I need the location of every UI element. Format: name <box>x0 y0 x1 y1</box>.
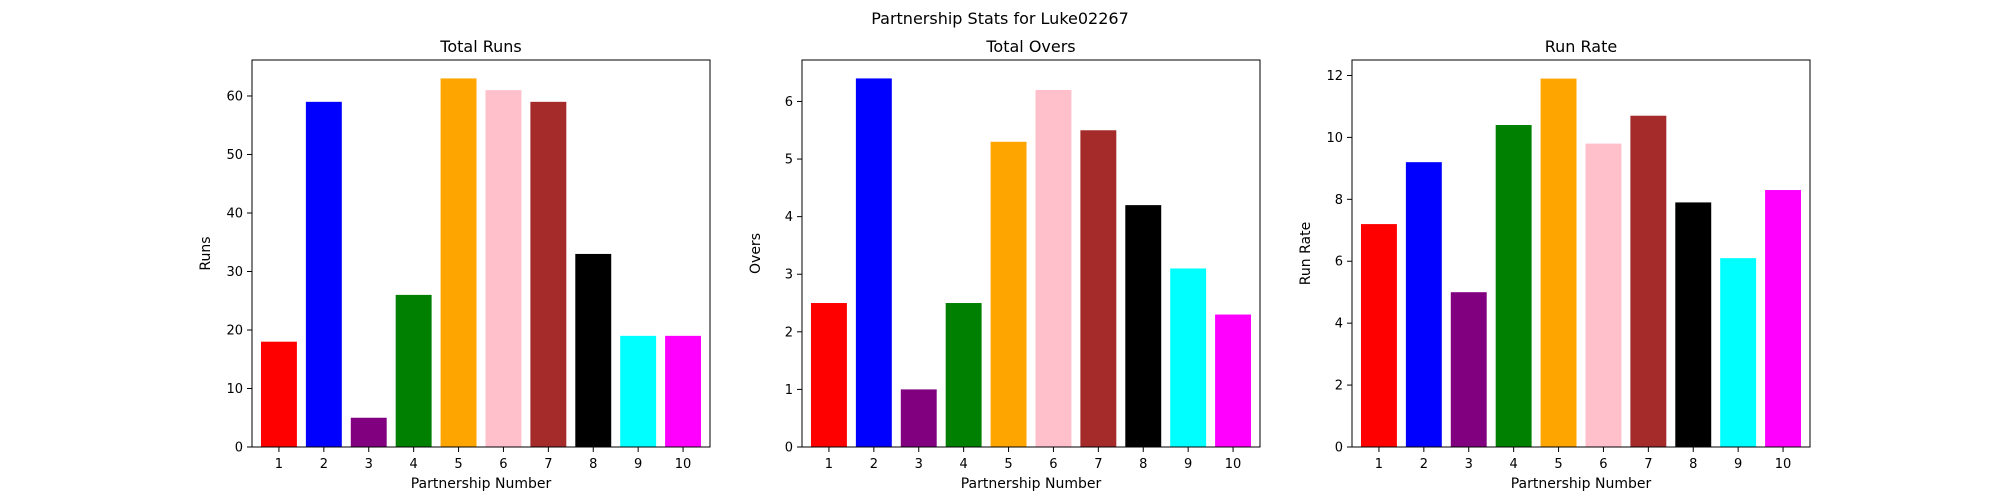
bar-5 <box>440 78 477 447</box>
x-tick-label: 5 <box>1004 457 1012 472</box>
chart-2: 0 1 2 3 4 5 6 1 2 3 4 5 6 7 8 9 10 Total Overs Partnership… <box>748 37 1261 492</box>
y-tick-label: 4 <box>1335 317 1343 332</box>
y-tick-label: 3 <box>785 268 793 283</box>
x-tick-label: 6 <box>499 457 507 472</box>
bar-3 <box>350 417 387 447</box>
y-tick-label: 2 <box>785 325 793 340</box>
bar-7 <box>530 101 567 448</box>
bar-6 <box>485 90 522 448</box>
chart-title: Run Rate <box>1545 37 1617 56</box>
x-tick-label: 3 <box>1465 457 1473 472</box>
bar-8 <box>575 253 612 447</box>
bar-10 <box>1215 314 1252 447</box>
x-tick-label: 1 <box>825 457 833 472</box>
bar-1 <box>260 341 297 447</box>
y-tick-label: 0 <box>1335 441 1343 456</box>
x-tick-label: 1 <box>1375 457 1383 472</box>
x-tick-label: 4 <box>1510 457 1518 472</box>
x-tick-label: 8 <box>1139 457 1147 472</box>
x-tick-label: 4 <box>410 457 418 472</box>
bar-9 <box>1170 268 1207 447</box>
x-tick-label: 7 <box>1644 457 1652 472</box>
x-tick-label: 6 <box>1049 457 1057 472</box>
chart-1: 0 10 20 30 40 50 60 1 2 3 4 5 6 7 8 9 10 Total Runs Partne… <box>198 37 711 492</box>
x-tick-label: 3 <box>365 457 373 472</box>
bar-8 <box>1125 205 1162 447</box>
chart-title: Total Runs <box>439 37 521 56</box>
y-axis-label: Run Rate <box>1298 222 1314 285</box>
y-tick-label: 0 <box>235 441 243 456</box>
bar-1 <box>810 303 847 447</box>
x-tick-label: 1 <box>275 457 283 472</box>
bar-7 <box>1630 115 1667 447</box>
x-tick-label: 9 <box>634 457 642 472</box>
x-tick-label: 2 <box>320 457 328 472</box>
x-tick-label: 9 <box>1184 457 1192 472</box>
x-tick-label: 7 <box>544 457 552 472</box>
y-axis-label: Overs <box>748 233 764 274</box>
bar-4 <box>1495 125 1532 448</box>
x-axis-label: Partnership Number <box>961 476 1102 492</box>
bar-2 <box>305 101 342 448</box>
bar-9 <box>620 335 657 447</box>
y-tick-label: 4 <box>785 210 793 225</box>
x-tick-label: 8 <box>1689 457 1697 472</box>
bar-6 <box>1035 89 1072 448</box>
y-tick-label: 6 <box>785 95 793 110</box>
y-tick-label: 2 <box>1335 379 1343 394</box>
x-tick-label: 10 <box>1225 457 1242 472</box>
bar-10 <box>1765 190 1802 448</box>
bar-10 <box>665 335 702 447</box>
x-tick-label: 10 <box>675 457 692 472</box>
plot-frame <box>801 59 1261 448</box>
bar-2 <box>1405 162 1442 447</box>
y-tick-label: 10 <box>226 382 243 397</box>
x-tick-label: 7 <box>1094 457 1102 472</box>
y-tick-label: 1 <box>785 383 793 398</box>
y-tick-label: 20 <box>226 323 243 338</box>
x-tick-label: 3 <box>915 457 923 472</box>
x-tick-label: 5 <box>454 457 462 472</box>
x-tick-label: 10 <box>1775 457 1792 472</box>
bar-5 <box>990 141 1027 447</box>
bar-9 <box>1720 258 1757 447</box>
x-axis-label: Partnership Number <box>411 476 552 492</box>
x-tick-label: 4 <box>960 457 968 472</box>
y-tick-label: 6 <box>1335 255 1343 270</box>
y-tick-label: 5 <box>785 153 793 168</box>
x-tick-label: 9 <box>1734 457 1742 472</box>
plot-frame <box>1351 59 1811 448</box>
x-tick-label: 2 <box>1420 457 1428 472</box>
x-axis-label: Partnership Number <box>1511 476 1652 492</box>
bar-2 <box>855 78 892 447</box>
bar-5 <box>1540 78 1577 448</box>
y-tick-label: 0 <box>785 441 793 456</box>
y-tick-label: 10 <box>1326 131 1343 146</box>
y-tick-label: 8 <box>1335 193 1343 208</box>
bar-6 <box>1585 143 1622 448</box>
bar-1 <box>1360 224 1397 447</box>
x-tick-label: 6 <box>1599 457 1607 472</box>
bar-8 <box>1675 202 1712 447</box>
bar-3 <box>900 389 937 447</box>
bar-3 <box>1450 292 1487 447</box>
figure-suptitle: Partnership Stats for Luke02267 <box>871 9 1129 28</box>
bar-7 <box>1080 130 1117 448</box>
y-axis-label: Runs <box>198 236 214 270</box>
y-tick-label: 12 <box>1326 69 1343 84</box>
x-tick-label: 5 <box>1554 457 1562 472</box>
y-tick-label: 40 <box>226 206 243 221</box>
y-tick-label: 50 <box>226 148 243 163</box>
bar-4 <box>945 303 982 447</box>
y-tick-label: 60 <box>226 89 243 104</box>
plot-frame <box>251 59 711 448</box>
y-tick-label: 30 <box>226 265 243 280</box>
bar-4 <box>395 294 432 447</box>
chart-title: Total Overs <box>985 37 1075 56</box>
x-tick-label: 8 <box>589 457 597 472</box>
x-tick-label: 2 <box>870 457 878 472</box>
